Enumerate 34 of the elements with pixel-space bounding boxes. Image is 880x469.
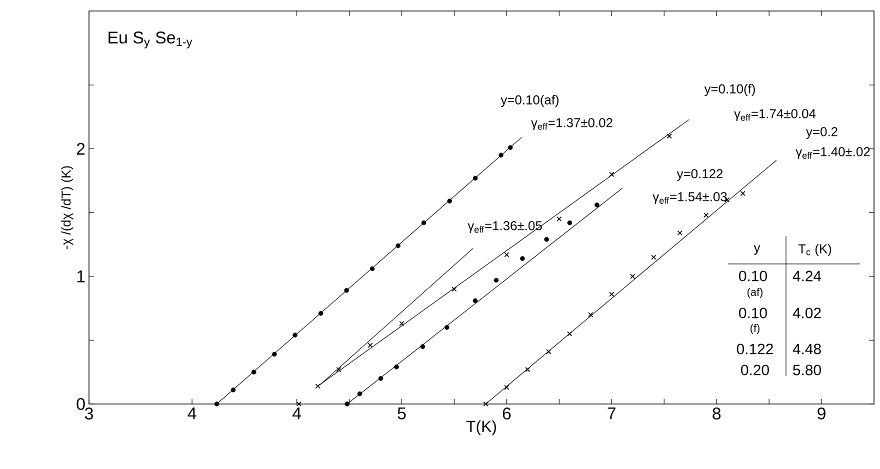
- x-tick-label: 4: [292, 408, 302, 420]
- annotation: Eu S$_{y}$ Se$_{1-y}$: [108, 32, 192, 48]
- annotation: 4.48: [792, 344, 821, 354]
- annotation: 0.10: [739, 308, 767, 318]
- annotation: 0.122: [736, 344, 773, 354]
- annotation: 4.02: [792, 308, 821, 318]
- annotation: y=0.10(af): [500, 94, 559, 108]
- annotation: y=0.122: [676, 169, 723, 181]
- y-tick-label: 1: [77, 270, 85, 282]
- annotation: (f): [750, 324, 760, 334]
- x-tick-label: 9: [818, 408, 826, 420]
- x-tick-label: 5: [398, 408, 406, 420]
- y-tick-label: 0: [76, 398, 85, 410]
- annotation: γ$_{eff}$=1.54±.03: [652, 192, 727, 204]
- annotation: 0.10: [739, 270, 767, 282]
- annotation: y: [754, 245, 760, 255]
- x-tick-label: 7: [608, 408, 616, 420]
- annotation: y=0.10(f): [704, 84, 755, 96]
- x-tick-label: 8: [712, 408, 721, 420]
- annotation: T$_{c}$ (K): [798, 244, 832, 256]
- x2-tick-label: 3: [84, 408, 93, 420]
- x-tick-label: 6: [502, 408, 511, 420]
- y-axis-title: -χ /(dχ /dT) (K): [61, 166, 74, 249]
- annotation: 0.20: [741, 364, 769, 376]
- annotation: 4.24: [792, 270, 822, 282]
- annotation: γ$_{eff}$=1.40±.02: [796, 147, 870, 159]
- annotation: 5.80: [793, 364, 821, 376]
- x-axis-title: T(K): [466, 420, 496, 436]
- annotation: y=0.2: [806, 127, 838, 139]
- annotation: (af): [747, 288, 763, 298]
- y-tick-label: 2: [76, 142, 85, 155]
- annotation: γ$_{eff}$=1.37±0.02: [531, 118, 612, 130]
- annotation: γ$_{eff}$=1.74±0.04: [734, 109, 816, 121]
- annotation: γ$_{eff}$=1.36±.05: [468, 221, 542, 233]
